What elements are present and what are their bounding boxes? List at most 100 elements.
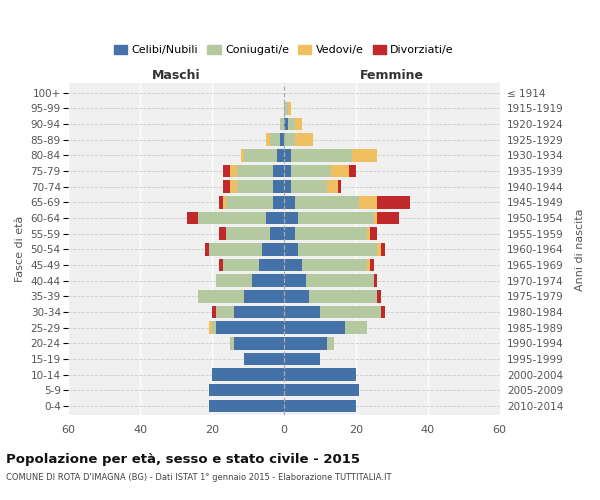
Bar <box>381 306 385 318</box>
Y-axis label: Anni di nascita: Anni di nascita <box>575 208 585 290</box>
Bar <box>302 258 367 271</box>
Bar <box>298 243 377 256</box>
Bar <box>209 322 212 334</box>
Bar <box>241 149 244 162</box>
Bar <box>205 243 209 256</box>
Bar <box>305 274 374 287</box>
Bar <box>220 228 226 240</box>
Bar <box>273 165 284 177</box>
Bar <box>233 306 284 318</box>
Bar <box>295 196 359 208</box>
Text: COMUNE DI ROTA D'IMAGNA (BG) - Dati ISTAT 1° gennaio 2015 - Elaborazione TUTTITA: COMUNE DI ROTA D'IMAGNA (BG) - Dati ISTA… <box>6 472 392 482</box>
Bar <box>223 180 230 193</box>
Bar <box>273 196 284 208</box>
Bar <box>284 149 291 162</box>
Bar <box>320 306 381 318</box>
Bar <box>284 400 356 412</box>
Bar <box>259 258 284 271</box>
Text: Femmine: Femmine <box>360 69 424 82</box>
Bar <box>291 149 352 162</box>
Bar <box>266 212 284 224</box>
Bar <box>284 228 295 240</box>
Bar <box>284 165 291 177</box>
Bar <box>377 196 410 208</box>
Bar <box>226 196 273 208</box>
Bar <box>226 228 269 240</box>
Bar <box>277 149 284 162</box>
Legend: Celibi/Nubili, Coniugati/e, Vedovi/e, Divorziati/e: Celibi/Nubili, Coniugati/e, Vedovi/e, Di… <box>112 42 456 58</box>
Bar <box>280 134 284 146</box>
Bar <box>295 118 302 130</box>
Bar <box>212 306 216 318</box>
Bar <box>212 368 284 381</box>
Bar <box>370 258 374 271</box>
Bar <box>352 149 377 162</box>
Bar <box>284 290 309 302</box>
Bar <box>230 165 237 177</box>
Bar <box>230 180 237 193</box>
Bar <box>198 212 266 224</box>
Bar <box>212 322 216 334</box>
Bar <box>216 322 284 334</box>
Bar <box>284 212 298 224</box>
Bar <box>367 258 370 271</box>
Bar <box>216 274 251 287</box>
Bar <box>233 337 284 349</box>
Bar <box>291 180 327 193</box>
Bar <box>338 180 341 193</box>
Bar <box>284 352 320 365</box>
Text: Popolazione per età, sesso e stato civile - 2015: Popolazione per età, sesso e stato civil… <box>6 452 360 466</box>
Bar <box>374 274 377 287</box>
Bar <box>280 118 284 130</box>
Bar <box>374 212 377 224</box>
Bar <box>377 243 381 256</box>
Bar <box>220 258 223 271</box>
Bar <box>309 290 377 302</box>
Bar <box>284 196 295 208</box>
Bar <box>284 337 327 349</box>
Bar <box>216 306 233 318</box>
Bar <box>349 165 356 177</box>
Bar <box>284 118 287 130</box>
Bar <box>287 118 295 130</box>
Bar <box>284 306 320 318</box>
Bar <box>284 102 287 115</box>
Bar <box>381 243 385 256</box>
Bar <box>287 102 291 115</box>
Bar <box>367 228 370 240</box>
Bar <box>244 352 284 365</box>
Bar <box>262 243 284 256</box>
Bar <box>230 337 233 349</box>
Bar <box>331 165 349 177</box>
Bar <box>284 384 359 396</box>
Bar <box>284 274 305 287</box>
Bar <box>295 134 313 146</box>
Bar <box>327 337 334 349</box>
Bar <box>359 196 377 208</box>
Text: Maschi: Maschi <box>152 69 200 82</box>
Bar <box>209 384 284 396</box>
Bar <box>295 228 367 240</box>
Bar <box>284 180 291 193</box>
Bar <box>223 196 226 208</box>
Bar <box>237 165 273 177</box>
Bar <box>284 134 295 146</box>
Y-axis label: Fasce di età: Fasce di età <box>15 216 25 282</box>
Bar <box>370 228 377 240</box>
Bar <box>269 134 280 146</box>
Bar <box>223 258 259 271</box>
Bar <box>244 149 277 162</box>
Bar <box>298 212 374 224</box>
Bar <box>327 180 338 193</box>
Bar <box>284 322 345 334</box>
Bar <box>251 274 284 287</box>
Bar <box>198 290 244 302</box>
Bar <box>266 134 269 146</box>
Bar <box>237 180 273 193</box>
Bar <box>244 290 284 302</box>
Bar <box>273 180 284 193</box>
Bar <box>220 196 223 208</box>
Bar <box>284 368 356 381</box>
Bar <box>291 165 331 177</box>
Bar <box>223 165 230 177</box>
